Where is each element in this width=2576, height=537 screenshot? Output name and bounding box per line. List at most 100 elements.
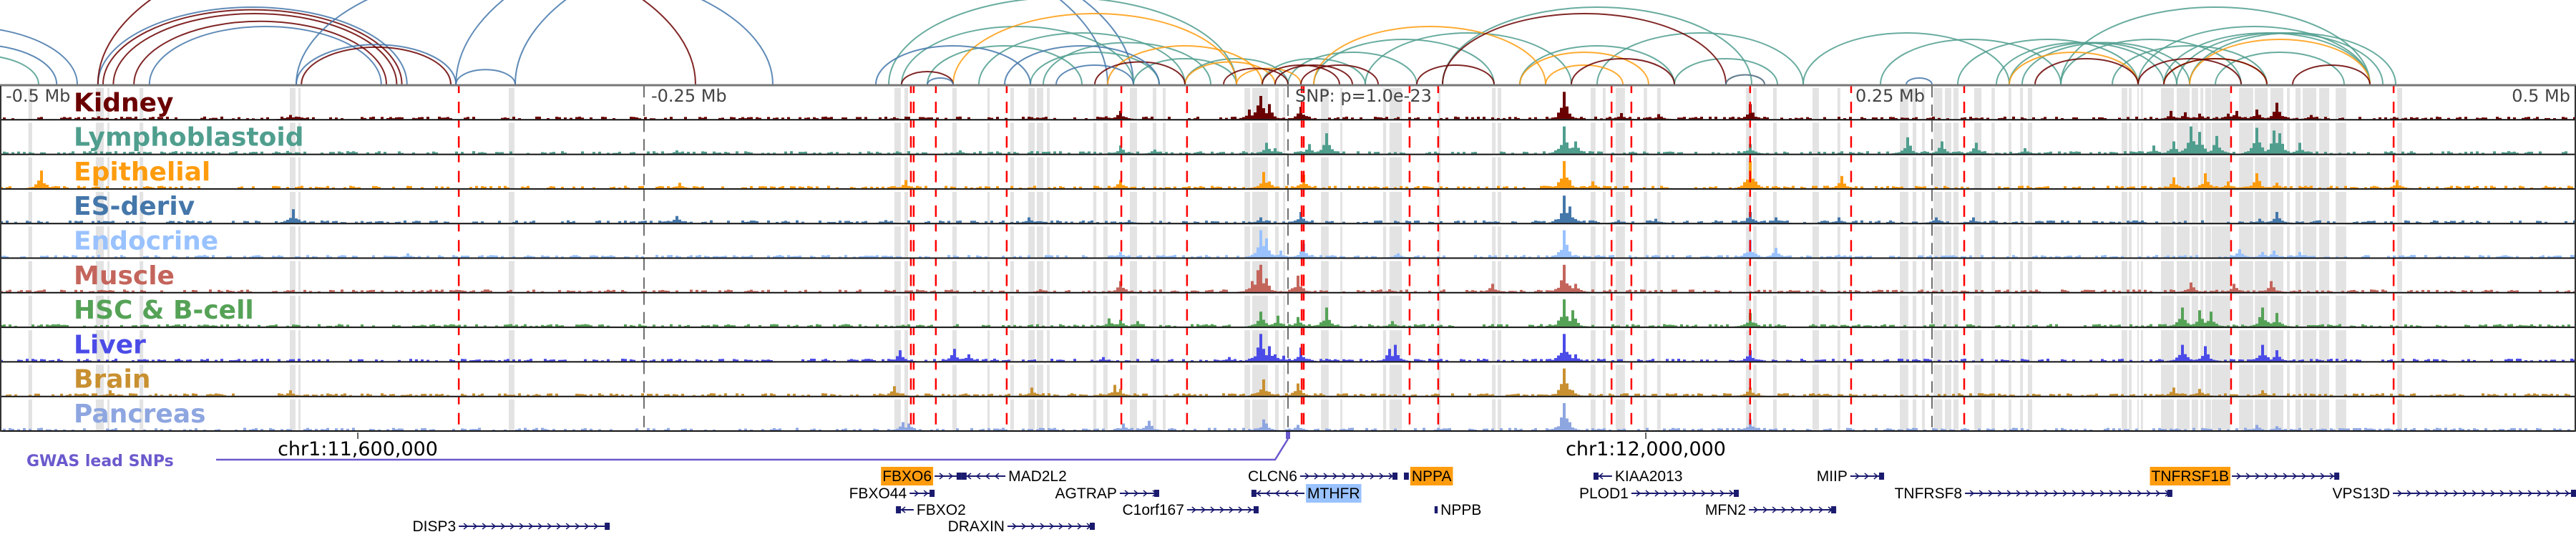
highlight-region (2211, 261, 2230, 292)
signal-bar (206, 394, 209, 396)
signal-bar (572, 255, 575, 258)
signal-bar (435, 152, 438, 154)
signal-bar (2192, 324, 2195, 327)
highlight-region (2303, 157, 2317, 188)
signal-bar (498, 185, 501, 188)
highlight-region (2129, 122, 2132, 154)
signal-bar (286, 219, 289, 223)
highlight-region (2121, 226, 2127, 258)
signal-bar (2064, 222, 2067, 223)
highlight-region (1615, 295, 1625, 327)
signal-bar (2201, 319, 2204, 327)
signal-bar (1053, 117, 1056, 120)
signal-bar (1677, 359, 1680, 362)
signal-bar (1646, 117, 1649, 120)
signal-bar (1340, 153, 1342, 154)
signal-bar (2570, 255, 2573, 258)
signal-bar (624, 256, 627, 258)
signal-bar (306, 255, 309, 258)
signal-bar (86, 394, 89, 396)
signal-bar (2212, 186, 2215, 188)
signal-bar (1755, 291, 1757, 292)
signal-bar (999, 221, 1002, 223)
signal-bar (489, 359, 492, 362)
signal-bar (787, 221, 790, 223)
signal-bar (650, 118, 653, 120)
signal-bar (249, 291, 252, 292)
signal-bar (1551, 359, 1554, 362)
signal-bar (23, 152, 26, 154)
signal-bar (527, 290, 530, 292)
signal-bar (2224, 151, 2227, 154)
signal-bar (1402, 256, 1405, 258)
signal-bar (255, 255, 258, 258)
signal-bar (1013, 256, 1016, 258)
signal-bar (990, 117, 993, 120)
signal-bar (283, 118, 286, 120)
signal-bar (286, 290, 289, 292)
signal-bar (472, 117, 475, 120)
signal-bar (1113, 152, 1116, 154)
signal-bar (1557, 320, 1560, 327)
signal-bar (449, 359, 452, 362)
signal-bar (160, 359, 163, 362)
signal-bar (1394, 291, 1397, 292)
signal-bar (332, 152, 335, 154)
signal-bar (1199, 151, 1202, 154)
signal-bar (2135, 116, 2138, 120)
highlight-region (1974, 191, 1982, 223)
signal-bar (730, 325, 733, 327)
signal-bar (1981, 359, 1984, 362)
signal-bar (552, 359, 555, 362)
signal-bar (1732, 360, 1735, 362)
signal-bar (1302, 218, 1305, 223)
signal-bar (1342, 117, 1345, 120)
signal-bar (1282, 255, 1285, 258)
signal-bar (1626, 324, 1629, 327)
signal-bar (613, 256, 615, 258)
highlight-region (1498, 226, 1502, 258)
signal-bar (447, 117, 449, 120)
signal-bar (2324, 151, 2327, 154)
signal-bar (220, 394, 223, 396)
signal-bar (1571, 117, 1574, 120)
signal-bar (2109, 256, 2112, 258)
highlight-region (1244, 295, 1251, 327)
signal-bar (1053, 151, 1056, 154)
highlight-region (28, 330, 32, 362)
highlight-region (987, 330, 990, 362)
highlight-region (1591, 122, 1596, 154)
signal-bar (2221, 150, 2224, 154)
signal-bar (275, 324, 278, 327)
signal-bar (2307, 117, 2310, 120)
highlight-region (2121, 364, 2127, 396)
signal-bar (1686, 221, 1689, 223)
signal-bar (1669, 324, 1672, 327)
signal-bar (2044, 256, 2046, 258)
signal-bar (1362, 290, 1365, 292)
signal-bar (956, 152, 959, 154)
signal-bar (492, 360, 495, 362)
highlight-region (1047, 295, 1050, 327)
signal-bar (987, 324, 990, 327)
signal-bar (1159, 289, 1162, 292)
signal-bar (2267, 288, 2270, 292)
signal-bar (2046, 221, 2049, 223)
interaction-arc (901, 71, 954, 85)
signal-bar (109, 152, 112, 154)
signal-bar (2012, 324, 2015, 327)
signal-bar (2089, 359, 2092, 362)
signal-bar (635, 255, 638, 258)
signal-bar (1554, 255, 1557, 258)
highlight-region (1837, 191, 1840, 223)
signal-bar (2127, 187, 2129, 188)
signal-bar (2376, 186, 2379, 188)
signal-bar (2155, 150, 2158, 154)
highlight-region (1340, 88, 1342, 120)
signal-bar (859, 152, 862, 154)
signal-bar (1649, 291, 1652, 292)
signal-bar (630, 359, 633, 362)
signal-bar (2499, 117, 2502, 120)
signal-bar (1277, 358, 1279, 362)
signal-bar (1265, 142, 1268, 154)
